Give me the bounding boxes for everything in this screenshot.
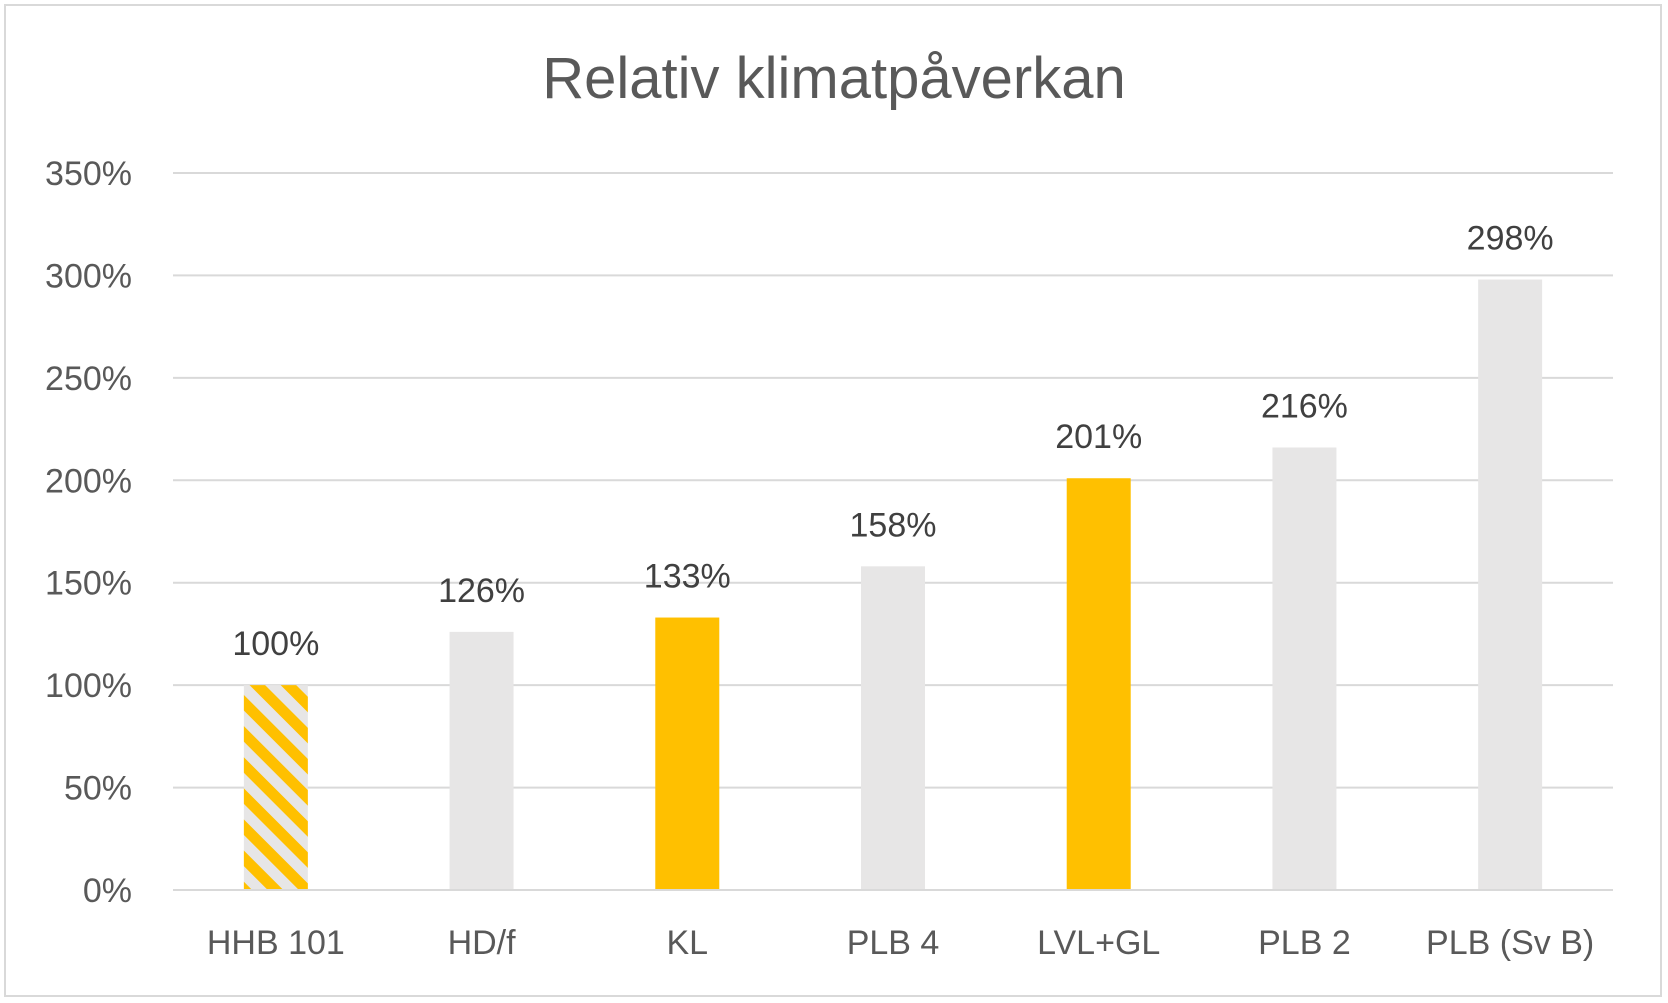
data-label: 126% <box>438 572 525 610</box>
data-label: 133% <box>644 558 731 596</box>
y-tick-label: 0% <box>83 872 132 910</box>
y-tick-label: 250% <box>45 360 132 398</box>
x-category-label: KL <box>666 924 708 962</box>
x-category-label: HHB 101 <box>207 924 345 962</box>
x-category-label: HD/f <box>448 924 517 962</box>
data-labels: 100% 126% 133% 158% 201% 216% 298% <box>232 220 1553 664</box>
bar-7 <box>1478 279 1543 890</box>
y-tick-label: 50% <box>64 770 132 808</box>
bar-6 <box>1272 447 1337 890</box>
data-label: 298% <box>1467 220 1554 258</box>
y-tick-label: 150% <box>45 565 132 603</box>
x-category-label: LVL+GL <box>1037 924 1160 962</box>
y-tick-label: 200% <box>45 462 132 500</box>
bars <box>173 279 1613 891</box>
y-tick-label: 300% <box>45 257 132 295</box>
y-tick-label: 350% <box>45 155 132 193</box>
data-label: 158% <box>850 506 937 544</box>
bar-1 <box>243 685 308 890</box>
chart-title: Relativ klimatpåverkan <box>542 46 1125 111</box>
y-axis-ticks: 0% 50% 100% 150% 200% 250% 300% 350% <box>45 155 132 910</box>
bar-3 <box>655 617 720 890</box>
bar-5 <box>1066 478 1131 890</box>
data-label: 216% <box>1261 388 1348 426</box>
bar-2 <box>449 631 514 890</box>
x-axis-categories: HHB 101 HD/f KL PLB 4 LVL+GL PLB 2 PLB (Sv B) <box>207 924 1594 962</box>
x-category-label: PLB 4 <box>847 924 940 962</box>
x-category-label: PLB 2 <box>1258 924 1351 962</box>
data-label: 201% <box>1055 418 1142 456</box>
x-category-label: PLB (Sv B) <box>1426 924 1594 962</box>
y-tick-label: 100% <box>45 667 132 705</box>
data-label: 100% <box>232 625 319 663</box>
bar-4 <box>861 566 925 890</box>
